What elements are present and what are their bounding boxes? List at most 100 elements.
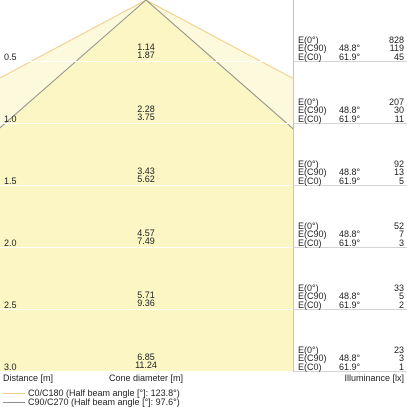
cone-diameter-c0: 9.36 xyxy=(137,297,155,308)
illuminance-line-c90: E(C90) 48.8° 30 xyxy=(298,106,404,115)
half-beam-angle: 61.9° xyxy=(339,361,361,372)
cone-drawing xyxy=(0,0,293,372)
distance-label: 1.5 xyxy=(4,176,17,186)
distance-row: 3.0 6.85 11.24 E(0°) 23 E(C90) 48.8° 3 E… xyxy=(0,310,407,372)
cone-diameter-c0: 11.24 xyxy=(135,359,157,370)
illuminance-key: E(C90) xyxy=(298,105,327,115)
illuminance-value: 5 xyxy=(398,175,404,186)
illuminance-value: 119 xyxy=(389,43,404,53)
illuminance-value: 23 xyxy=(393,344,404,355)
illuminance-line-e0: E(0°) 52 xyxy=(298,220,404,231)
table-row-divider xyxy=(294,247,407,248)
illuminance-value: 828 xyxy=(388,34,404,45)
illuminance-cell: E(0°) 92 E(C90) 48.8° 13 E(C0) 61.9° 5 xyxy=(298,158,404,186)
c90-cone-right-edge xyxy=(145,0,293,130)
illuminance-key: E(C90) xyxy=(298,229,327,239)
illuminance-value: 1 xyxy=(398,361,404,372)
half-beam-angle: 48.8° xyxy=(339,167,361,177)
cone-diameter-cell: 6.85 11.24 xyxy=(96,352,196,370)
illuminance-line-e0: E(0°) 828 xyxy=(298,34,404,45)
half-beam-angle: 61.9° xyxy=(339,175,361,186)
illuminance-key: E(0°) xyxy=(298,220,319,231)
illuminance-key: E(C90) xyxy=(298,167,327,177)
c90-cone-fill xyxy=(0,0,293,372)
half-beam-angle: 61.9° xyxy=(339,299,361,310)
row-gridline xyxy=(0,371,293,372)
half-beam-angle: 48.8° xyxy=(339,353,361,363)
illuminance-value: 5 xyxy=(398,291,404,301)
illuminance-line-e0: E(0°) 207 xyxy=(298,96,404,107)
cone-diameter-cell: 4.57 7.49 xyxy=(96,229,196,246)
table-row-divider xyxy=(294,371,407,372)
half-beam-angle: 48.8° xyxy=(339,229,361,239)
cone-diameter-c0: 1.87 xyxy=(137,49,155,60)
cone-diameter-cell: 5.71 9.36 xyxy=(96,291,196,308)
illuminance-value: 33 xyxy=(393,282,404,293)
illuminance-line-c0: E(C0) 61.9° 1 xyxy=(298,361,404,372)
c0-cone-right-edge xyxy=(145,0,293,80)
illuminance-line-c90: E(C90) 48.8° 5 xyxy=(298,292,404,301)
legend-label: C90/C270 (Half beam angle [°]: 97.6°) xyxy=(28,397,180,407)
illuminance-line-e0: E(0°) 23 xyxy=(298,344,404,355)
illuminance-line-c90: E(C90) 48.8° 119 xyxy=(298,44,404,53)
legend-entry-c90: C90/C270 (Half beam angle [°]: 97.6°) xyxy=(0,397,407,407)
illuminance-line-c0: E(C0) 61.9° 45 xyxy=(298,51,404,62)
illuminance-line-e0: E(0°) 92 xyxy=(298,158,404,169)
illuminance-line-c90: E(C90) 48.8° 7 xyxy=(298,230,404,239)
half-beam-angle: 61.9° xyxy=(339,113,361,124)
illuminance-line-c0: E(C0) 61.9° 2 xyxy=(298,299,404,310)
illuminance-key: E(C0) xyxy=(298,51,322,62)
illuminance-value: 52 xyxy=(393,220,404,231)
half-beam-angle: 48.8° xyxy=(339,105,361,115)
distance-row: 2.0 4.57 7.49 E(0°) 52 E(C90) 48.8° 7 E(… xyxy=(0,186,407,248)
illuminance-value: 11 xyxy=(394,113,404,124)
illuminance-key: E(C0) xyxy=(298,237,322,248)
legend-label: C0/C180 (Half beam angle [°]: 123.8°) xyxy=(28,388,180,398)
cone-diameter-c90: 2.28 xyxy=(137,104,155,114)
illuminance-key: E(C90) xyxy=(298,291,327,301)
cone-diameter-cell: 1.14 1.87 xyxy=(96,42,196,60)
illuminance-line-c0: E(C0) 61.9° 5 xyxy=(298,175,404,186)
table-row-divider xyxy=(294,185,407,186)
cone-diameter-c0: 5.62 xyxy=(137,173,155,184)
illuminance-key: E(C90) xyxy=(298,353,327,363)
half-beam-angle: 61.9° xyxy=(339,51,361,62)
distance-row: 1.5 3.43 5.62 E(0°) 92 E(C90) 48.8° 13 E… xyxy=(0,124,407,186)
distance-label: 2.0 xyxy=(4,238,17,248)
illuminance-cell: E(0°) 33 E(C90) 48.8° 5 E(C0) 61.9° 2 xyxy=(298,282,404,310)
illuminance-key: E(C90) xyxy=(298,43,327,53)
illuminance-axis-label: Illuminance [lx] xyxy=(344,373,404,383)
table-divider xyxy=(293,0,294,372)
cone-diameter-c0: 7.49 xyxy=(137,235,155,246)
distance-label: 1.0 xyxy=(4,114,17,124)
cone-diameter-axis-label: Cone diameter [m] xyxy=(108,373,184,383)
c90-cone-left-edge xyxy=(0,0,147,129)
illuminance-key: E(C0) xyxy=(298,361,322,372)
distance-axis-label: Distance [m] xyxy=(3,373,54,383)
illuminance-value: 13 xyxy=(393,167,404,177)
illuminance-value: 7 xyxy=(398,229,404,239)
c0-cone-left-edge xyxy=(0,0,147,79)
table-row-divider xyxy=(294,123,407,124)
cone-diameter-c90: 1.14 xyxy=(137,42,155,52)
cone-diameter-cell: 2.28 3.75 xyxy=(96,104,196,122)
cone-diameter-c0: 3.75 xyxy=(137,111,155,122)
illuminance-key: E(C0) xyxy=(298,175,322,186)
distance-row: 1.0 2.28 3.75 E(0°) 207 E(C90) 48.8° 30 … xyxy=(0,62,407,124)
row-gridline xyxy=(0,247,293,248)
illuminance-value: 30 xyxy=(393,105,404,115)
illuminance-key: E(0°) xyxy=(298,344,319,355)
cone-diameter-cell: 3.43 5.62 xyxy=(96,167,196,184)
distance-row: 0.5 1.14 1.87 E(0°) 828 E(C90) 48.8° 119… xyxy=(0,0,407,62)
c90-legend-line xyxy=(3,402,25,403)
half-beam-angle: 48.8° xyxy=(339,291,361,301)
illuminance-value: 92 xyxy=(393,158,404,169)
row-gridline xyxy=(0,123,293,124)
distance-label: 0.5 xyxy=(4,52,17,62)
illuminance-value: 3 xyxy=(398,353,404,363)
illuminance-key: E(0°) xyxy=(298,96,319,107)
illuminance-cell: E(0°) 52 E(C90) 48.8° 7 E(C0) 61.9° 3 xyxy=(298,220,404,248)
distance-label: 2.5 xyxy=(4,300,17,310)
cone-diameter-c90: 6.85 xyxy=(137,352,155,362)
